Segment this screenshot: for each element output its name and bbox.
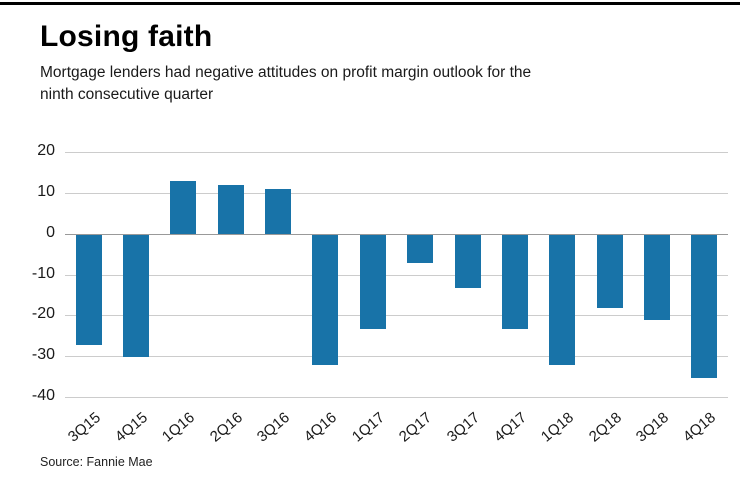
bar <box>359 234 386 329</box>
y-axis-label: -20 <box>31 305 55 323</box>
bar <box>217 184 244 234</box>
gridline <box>65 356 728 358</box>
bar <box>596 234 623 309</box>
bar <box>643 234 670 321</box>
gridline <box>65 397 728 398</box>
bar <box>312 234 339 366</box>
bar <box>170 180 197 234</box>
y-axis-label: 10 <box>37 182 55 200</box>
top-border-rule <box>0 2 740 5</box>
y-axis-label: -40 <box>31 387 55 404</box>
gridline <box>65 152 728 153</box>
bar <box>123 234 150 358</box>
chart-title: Losing faith <box>40 20 213 53</box>
gridline <box>65 274 728 276</box>
bar <box>454 234 481 288</box>
gridline <box>65 192 728 194</box>
zero-gridline <box>65 233 728 235</box>
bar <box>549 234 576 366</box>
chart-subtitle: Mortgage lenders had negative attitudes … <box>40 64 532 103</box>
bar <box>265 188 292 234</box>
y-axis-label: 20 <box>37 142 55 159</box>
y-axis-label: 0 <box>46 223 55 241</box>
bar <box>407 234 434 264</box>
source-note: Source: Fannie Mae <box>40 455 153 469</box>
gridline <box>65 315 728 317</box>
bar <box>501 234 528 329</box>
y-axis-label: -10 <box>31 264 55 282</box>
bar <box>691 234 718 378</box>
y-axis-label: -30 <box>31 346 55 364</box>
bar-chart: 20 10 0 -10 -20 -30 -40 3Q15 4Q15 1Q16 2Q16 3Q16 4Q1… <box>0 142 740 448</box>
bar <box>75 234 102 345</box>
